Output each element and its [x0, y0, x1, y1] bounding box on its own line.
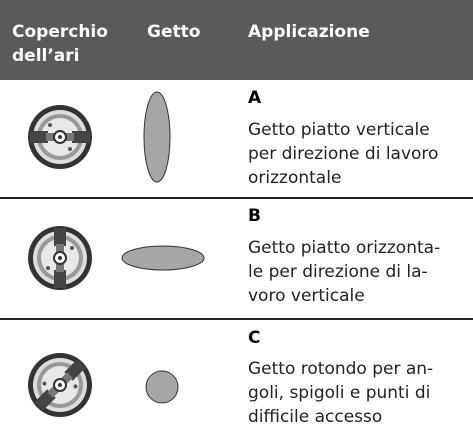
row-label: C: [248, 328, 261, 348]
text-line: voro verticale: [248, 286, 365, 306]
air-cap-icon: [13, 338, 107, 432]
header-text: Applicazione: [248, 22, 370, 42]
text-line: per direzione di lavoro: [248, 144, 439, 164]
header-text: Getto: [147, 22, 201, 42]
header-text: Coperchio: [12, 22, 108, 42]
text-line: Getto piatto verticale: [248, 120, 430, 140]
row-description: Getto piatto verticale per direzione di …: [248, 118, 438, 190]
text-line: goli, spigoli e punti di: [248, 383, 431, 403]
header-cell: Getto: [147, 20, 200, 44]
jet-shape: [145, 370, 179, 404]
text-line: orizzontale: [248, 168, 342, 188]
row-divider: [0, 318, 473, 320]
text-line: le per direzione di la-: [248, 262, 428, 282]
row-label: A: [248, 88, 262, 108]
table-header: Coperchio dell’ari Getto Applicazione: [0, 0, 473, 80]
text-line: difficile accesso: [248, 407, 383, 427]
jet-shape: [143, 91, 171, 183]
jet-shape: [121, 245, 205, 271]
air-cap-icon: [27, 104, 93, 170]
header-text: dell’ari: [12, 46, 80, 66]
air-cap-icon: [27, 225, 93, 291]
row-description: Getto piatto orizzonta- le per direzione…: [248, 236, 440, 308]
text-line: Getto rotondo per an-: [248, 359, 434, 379]
text-line: Getto piatto orizzonta-: [248, 238, 441, 258]
row-divider: [0, 197, 473, 199]
header-cell: Applicazione: [248, 20, 370, 44]
row-label: B: [248, 206, 261, 226]
header-cell: Coperchio dell’ari: [12, 20, 108, 68]
row-description: Getto rotondo per an- goli, spigoli e pu…: [248, 357, 433, 429]
